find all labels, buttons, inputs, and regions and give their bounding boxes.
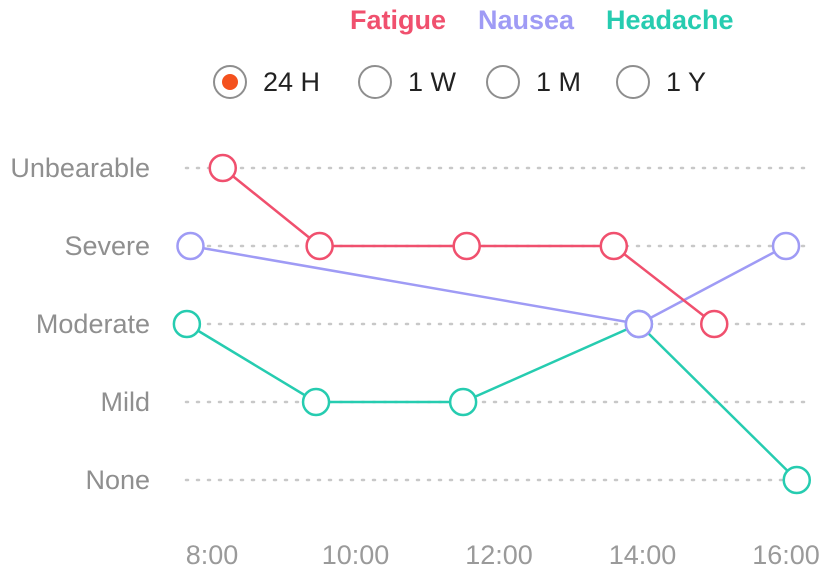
data-point-headache bbox=[448, 387, 478, 417]
data-point-fatigue bbox=[208, 153, 238, 183]
data-point-headache bbox=[301, 387, 331, 417]
y-tick-label: Mild bbox=[100, 387, 150, 417]
data-point-fatigue bbox=[452, 231, 481, 261]
data-point-headache bbox=[172, 309, 202, 339]
radio-icon[interactable] bbox=[213, 65, 247, 99]
x-tick-label: 8:00 bbox=[186, 540, 239, 570]
range-option-1w[interactable]: 1 W bbox=[358, 60, 456, 104]
x-tick-label: 10:00 bbox=[322, 540, 390, 570]
range-option-1y[interactable]: 1 Y bbox=[616, 60, 706, 104]
y-tick-label: Unbearable bbox=[10, 153, 150, 183]
range-label-24h: 24 H bbox=[263, 66, 321, 97]
data-point-nausea bbox=[624, 309, 654, 339]
legend-headache[interactable]: Headache bbox=[606, 5, 734, 35]
y-tick-label: Moderate bbox=[36, 309, 150, 339]
data-point-fatigue bbox=[700, 309, 729, 339]
range-option-1m[interactable]: 1 M bbox=[486, 60, 581, 104]
x-tick-label: 12:00 bbox=[465, 540, 533, 570]
range-label-1w: 1 W bbox=[408, 66, 457, 97]
radio-selected-dot bbox=[222, 74, 238, 90]
x-tick-label: 16:00 bbox=[752, 540, 820, 570]
x-tick-label: 14:00 bbox=[609, 540, 677, 570]
range-option-24h[interactable]: 24 H bbox=[213, 60, 320, 104]
range-label-1m: 1 M bbox=[536, 66, 582, 97]
legend-fatigue[interactable]: Fatigue bbox=[350, 5, 447, 35]
y-tick-label: Severe bbox=[64, 231, 150, 261]
data-point-fatigue bbox=[305, 231, 334, 261]
series-line-nausea bbox=[190, 244, 787, 326]
chart-legend: Fatigue Nausea Headache bbox=[0, 2, 831, 38]
data-point-fatigue bbox=[599, 231, 629, 261]
data-point-headache bbox=[782, 465, 812, 495]
data-point-nausea bbox=[771, 231, 801, 261]
time-range-selector: 24 H 1 W 1 M 1 Y bbox=[0, 60, 831, 104]
radio-icon[interactable] bbox=[486, 65, 520, 99]
radio-icon[interactable] bbox=[616, 65, 650, 99]
legend-nausea[interactable]: Nausea bbox=[478, 5, 575, 35]
data-point-nausea bbox=[176, 231, 205, 261]
radio-icon[interactable] bbox=[358, 65, 392, 99]
range-label-1y: 1 Y bbox=[666, 66, 707, 97]
y-tick-label: None bbox=[85, 465, 150, 495]
